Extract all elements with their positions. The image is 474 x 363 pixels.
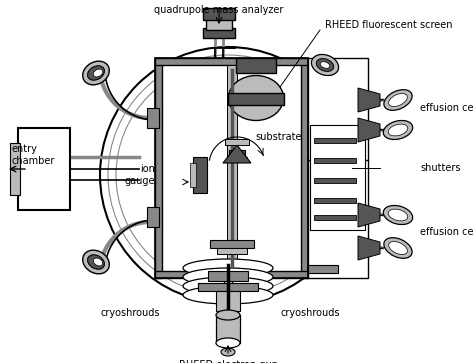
Bar [206, 18, 232, 30]
Ellipse shape [82, 61, 109, 85]
Bar [308, 58, 368, 278]
Bar [228, 93, 284, 105]
Ellipse shape [383, 121, 413, 139]
Bar [301, 58, 308, 278]
Ellipse shape [82, 250, 109, 274]
Bar [147, 207, 159, 227]
Ellipse shape [388, 209, 408, 221]
Bar [198, 283, 258, 291]
Ellipse shape [320, 62, 330, 68]
Ellipse shape [228, 76, 283, 121]
Ellipse shape [93, 258, 103, 266]
Text: cryoshrouds: cryoshrouds [100, 308, 160, 318]
Text: entry
chamber: entry chamber [12, 144, 55, 166]
Ellipse shape [311, 54, 338, 76]
Ellipse shape [216, 338, 240, 348]
Bar [314, 198, 356, 203]
Ellipse shape [389, 93, 407, 106]
Bar [162, 65, 301, 271]
Text: shutters: shutters [420, 163, 461, 173]
Bar [155, 58, 308, 278]
Polygon shape [358, 118, 380, 142]
Ellipse shape [88, 66, 104, 80]
Ellipse shape [216, 310, 240, 320]
Ellipse shape [384, 90, 412, 110]
Bar [217, 248, 247, 254]
Bar [18, 128, 70, 210]
Ellipse shape [221, 348, 235, 356]
Text: cryoshrouds: cryoshrouds [280, 308, 340, 318]
Ellipse shape [88, 255, 104, 269]
Ellipse shape [183, 286, 273, 304]
Bar [229, 150, 245, 158]
Bar [155, 271, 308, 278]
Bar [314, 178, 356, 183]
Polygon shape [358, 236, 380, 260]
Text: RHEED electron gun: RHEED electron gun [179, 360, 277, 363]
Bar [308, 265, 338, 273]
Bar [216, 291, 240, 311]
Bar [155, 58, 162, 278]
Bar [203, 8, 235, 20]
Bar [227, 65, 237, 271]
Ellipse shape [388, 124, 408, 136]
Bar [314, 215, 356, 220]
Ellipse shape [93, 69, 103, 77]
Bar [147, 108, 159, 128]
Ellipse shape [183, 268, 273, 286]
Ellipse shape [384, 238, 412, 258]
Bar [236, 58, 276, 73]
Bar [225, 139, 249, 145]
Bar [310, 125, 365, 230]
Bar [193, 157, 207, 193]
Ellipse shape [183, 277, 273, 295]
Bar [203, 28, 235, 38]
Ellipse shape [389, 241, 407, 254]
Bar [162, 65, 301, 271]
Bar [227, 157, 247, 162]
Bar [210, 240, 254, 248]
Text: ion
gauge: ion gauge [125, 164, 155, 186]
Ellipse shape [383, 205, 413, 225]
Circle shape [100, 47, 356, 303]
Text: effusion cells: effusion cells [420, 103, 474, 113]
Polygon shape [358, 203, 380, 227]
Bar [314, 138, 356, 143]
Text: substrate: substrate [255, 132, 301, 142]
Polygon shape [358, 88, 380, 112]
Bar [216, 315, 240, 343]
Text: RHEED fluorescent screen: RHEED fluorescent screen [325, 20, 453, 30]
Polygon shape [223, 145, 251, 163]
Bar [190, 163, 196, 187]
Bar [10, 143, 20, 195]
Bar [208, 271, 248, 281]
Ellipse shape [316, 58, 334, 72]
Ellipse shape [183, 259, 273, 277]
Text: effusion cells: effusion cells [420, 227, 474, 237]
Bar [155, 58, 308, 65]
Bar [314, 158, 356, 163]
Text: quadrupole mass analyzer: quadrupole mass analyzer [155, 5, 283, 15]
